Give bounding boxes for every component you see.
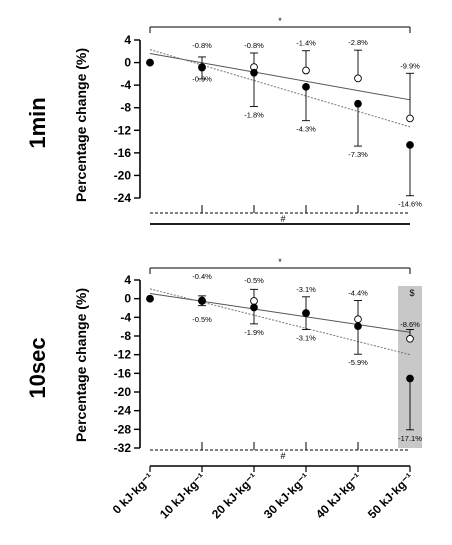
open-data-label: -9.9%: [400, 61, 420, 70]
y-tick-label: 4: [124, 33, 131, 47]
y-tick-label: -12: [114, 348, 132, 362]
bottom-panel: $4 0 -4 -8 -12 -16 -20 -24 -28 -32 * # -0.4% -0.5% -3.…: [114, 257, 423, 461]
filled-data-point: [406, 141, 414, 149]
y-tick-label: -16: [114, 146, 132, 160]
y-tick-label: -16: [114, 366, 132, 380]
filled-data-label: -0.5%: [192, 315, 212, 324]
open-data-label: -0.8%: [244, 41, 264, 50]
x-tick-label: 30 kJ·kg⁻¹: [261, 470, 312, 521]
filled-data-label: -1.9%: [244, 328, 264, 337]
y-tick-label: 4: [124, 273, 131, 287]
filled-data-point: [250, 303, 258, 312]
filled-data-point: [406, 374, 414, 383]
open-data-point: [302, 66, 310, 75]
x-tick-label: 50 kJ·kg⁻¹: [365, 470, 416, 521]
filled-data-label: -7.3%: [348, 150, 368, 159]
open-data-point: [354, 315, 362, 324]
y-tick-label: -4: [120, 310, 131, 324]
open-data-label: -4.4%: [348, 289, 368, 298]
filled-data-point: [198, 63, 206, 72]
filled-data-label: -1.8%: [244, 111, 264, 120]
filled-data-label: -0.9%: [192, 75, 212, 84]
x-tick-label: 0 kJ·kg⁻¹: [110, 470, 156, 516]
y-tick-label: 0: [124, 292, 131, 306]
bottom-significance-marker: #: [280, 214, 285, 224]
filled-data-label: -4.3%: [296, 125, 316, 134]
filled-data-label: -5.9%: [348, 358, 368, 367]
open-data-point: [406, 114, 414, 123]
filled-data-point: [354, 99, 362, 108]
filled-data-point: [146, 294, 154, 303]
x-tick-label: 40 kJ·kg⁻¹: [313, 470, 364, 521]
y-tick-label: -8: [120, 101, 131, 115]
y-tick-label: -12: [114, 123, 132, 137]
filled-data-point: [198, 297, 206, 305]
open-data-point: [354, 74, 362, 83]
open-data-label: -8.6%: [400, 320, 420, 329]
y-tick-label: -24: [114, 191, 132, 205]
top-panel: 4 0 -4 -8 -12 -16 -20 -24 * # -0.8% -0.8% -1.4% -2.8%…: [114, 16, 422, 225]
x-tick-label: 10 kJ·kg⁻¹: [157, 470, 208, 521]
y-tick-label: -32: [114, 441, 132, 455]
filled-data-point: [302, 309, 310, 317]
x-tick-label: 20 kJ·kg⁻¹: [209, 470, 260, 521]
open-series-trendline: [149, 293, 411, 333]
x-axis-labels: 0 kJ·kg⁻¹ 10 kJ·kg⁻¹ 20 kJ·kg⁻¹ 30 kJ·kg⁻¹ 4…: [110, 465, 416, 521]
open-data-label: -0.5%: [244, 276, 264, 285]
top-significance-marker: *: [278, 16, 282, 26]
y-tick-label: 0: [124, 56, 131, 70]
y-tick-label: -28: [114, 422, 132, 436]
bottom-significance-marker: #: [280, 451, 285, 461]
top-row-label: 1min: [25, 97, 50, 148]
filled-data-label: -14.6%: [398, 200, 422, 209]
open-data-label: -0.8%: [192, 41, 212, 50]
filled-series-trendline: [149, 288, 411, 356]
y-tick-label: -4: [120, 78, 131, 92]
open-data-label: -0.4%: [192, 272, 212, 281]
open-data-label: -1.4%: [296, 39, 316, 48]
y-tick-label: -20: [114, 385, 132, 399]
filled-data-point: [354, 322, 362, 331]
open-data-label: -3.1%: [296, 285, 316, 294]
filled-data-point: [146, 58, 154, 67]
bottom-y-axis-title: Percentage change (%): [73, 288, 89, 442]
highlight-marker: $: [409, 288, 414, 298]
y-tick-label: -20: [114, 168, 132, 182]
top-y-axis-title: Percentage change (%): [73, 48, 89, 202]
open-series-trendline: [149, 53, 411, 101]
filled-data-label: -3.1%: [296, 333, 316, 342]
filled-data-point: [250, 68, 258, 77]
top-significance-marker: *: [278, 257, 282, 267]
open-data-label: -2.8%: [348, 38, 368, 47]
open-data-point: [250, 297, 258, 305]
filled-data-point: [302, 82, 310, 91]
y-tick-label: -8: [120, 329, 131, 343]
filled-data-label: -17.1%: [398, 434, 422, 443]
open-data-point: [406, 334, 414, 343]
bottom-row-label: 10sec: [25, 337, 50, 398]
y-tick-label: -24: [114, 404, 132, 418]
filled-series-trendline: [149, 49, 411, 128]
